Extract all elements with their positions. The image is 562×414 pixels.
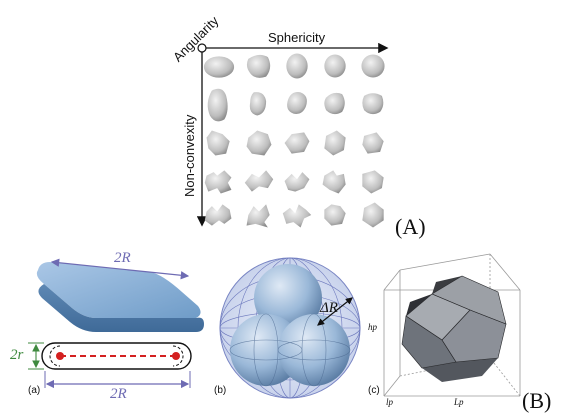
particle <box>241 165 277 197</box>
dim-delta-R: ΔR <box>320 300 338 316</box>
particle <box>279 50 315 82</box>
particle <box>241 199 277 231</box>
particle <box>317 50 353 82</box>
particle <box>279 199 315 231</box>
panel-a: Sphericity Angularity Non-convexity (A) <box>150 0 450 240</box>
sub-label-a: (a) <box>28 385 41 396</box>
particle <box>201 199 237 231</box>
particle <box>317 127 353 159</box>
dim-2R-top: 2R <box>114 250 131 266</box>
particle-grid <box>197 47 397 232</box>
particle <box>201 51 237 83</box>
sub-label-c: (c) <box>368 385 380 396</box>
panel-b-c: hp lp Lp (c) <box>368 250 540 412</box>
particle <box>355 127 391 159</box>
dim-lp: lp <box>386 397 394 407</box>
spherocylinder-plate <box>28 258 204 389</box>
dim-hp: hp <box>368 322 377 332</box>
particle <box>355 50 391 82</box>
panel-b-a: 2R 2r 2R (a) <box>0 240 215 412</box>
particle <box>241 87 277 119</box>
dim-Lp: Lp <box>454 397 464 407</box>
particle <box>201 85 237 125</box>
particle <box>355 87 391 119</box>
dim-2r-side: 2r <box>10 347 24 363</box>
particle <box>279 87 315 119</box>
panel-label-a: (A) <box>395 214 426 239</box>
particle <box>241 50 277 82</box>
dim-2R-bottom: 2R <box>110 386 127 402</box>
panel-b-b: ΔR (b) <box>210 240 370 412</box>
particle <box>317 199 353 231</box>
multi-sphere-clump <box>219 257 361 399</box>
panel-a-axes <box>196 42 389 227</box>
particle <box>279 127 315 159</box>
panel-label-b: (B) <box>522 388 552 413</box>
axis-label-non-convexity: Non-convexity <box>182 114 197 197</box>
particle <box>279 165 315 197</box>
particle <box>317 165 353 197</box>
particle <box>355 165 391 197</box>
particle <box>241 127 277 159</box>
particle <box>355 199 391 231</box>
particle <box>201 127 237 159</box>
axis-label-sphericity: Sphericity <box>268 30 326 45</box>
particle <box>317 87 353 119</box>
sub-label-b: (b) <box>214 385 227 396</box>
particle <box>201 165 237 197</box>
polyhedron-box <box>383 253 521 397</box>
